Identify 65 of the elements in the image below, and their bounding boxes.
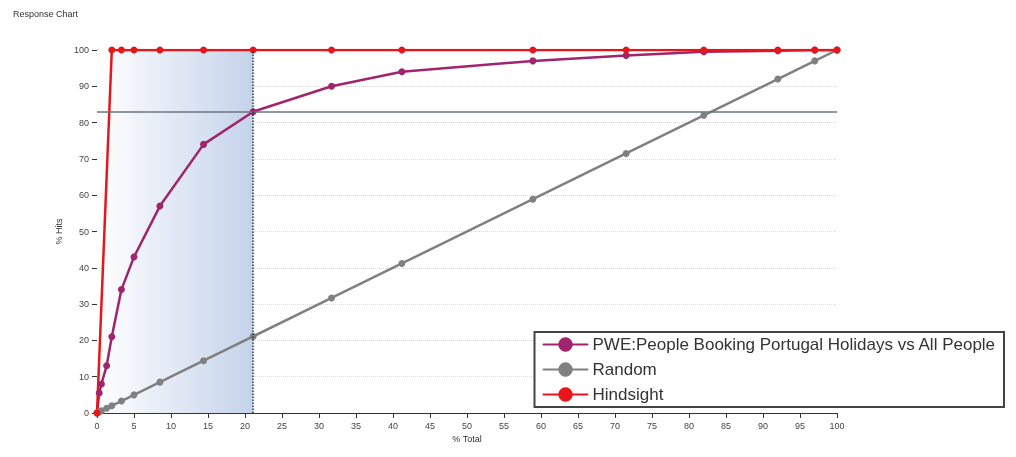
x-tick-label: 20 (239, 420, 251, 431)
x-tick-label: 70 (609, 420, 621, 431)
point (108, 333, 116, 341)
y-tick-label: 80 (78, 117, 89, 128)
legend-label: PWE:People Booking Portugal Holidays vs All People (592, 335, 996, 354)
x-tick-label: 100 (829, 420, 845, 431)
x-tick-label: 95 (794, 420, 806, 431)
point (97, 380, 105, 388)
point (117, 397, 125, 405)
x-tick-label: 10 (165, 420, 177, 431)
point (328, 82, 336, 90)
point (622, 149, 630, 157)
point (529, 195, 537, 203)
point (774, 75, 782, 83)
x-tick-label: 35 (350, 420, 362, 431)
chart-title: Response Chart (13, 8, 79, 19)
point (108, 402, 116, 410)
point (622, 51, 630, 59)
x-tick-label: 80 (683, 420, 695, 431)
x-axis-title: % Total (452, 434, 482, 445)
point (200, 46, 208, 54)
point (117, 286, 125, 294)
legend-label: Hindsight (592, 385, 664, 404)
y-tick-label: 40 (78, 262, 89, 273)
x-tick-label: 40 (387, 420, 399, 431)
point (328, 294, 336, 302)
x-tick-label: 50 (461, 420, 473, 431)
y-tick-label: 30 (78, 299, 89, 310)
point (156, 202, 164, 210)
y-tick-label: 60 (78, 190, 89, 201)
x-tick-label: 60 (535, 420, 547, 431)
y-axis-title: % Hits (53, 218, 64, 245)
point (95, 389, 103, 397)
point (328, 46, 336, 54)
y-tick-label: 90 (78, 81, 89, 92)
point (200, 357, 208, 365)
x-tick-label: 65 (572, 420, 584, 431)
x-tick-label: 90 (757, 420, 769, 431)
legend-label: Random (592, 360, 657, 379)
point (398, 68, 406, 76)
x-tick-label: 15 (202, 420, 214, 431)
point (103, 404, 111, 412)
point (130, 253, 138, 261)
x-tick-label: 0 (94, 420, 100, 431)
y-tick-label: 70 (78, 153, 89, 164)
x-tick-label: 5 (131, 420, 137, 431)
point (103, 362, 111, 370)
point (811, 57, 819, 65)
y-tick-label: 50 (78, 226, 89, 237)
x-tick-label: 30 (313, 420, 325, 431)
point (398, 259, 406, 267)
x-tick-label: 85 (720, 420, 732, 431)
x-tick-label: 45 (424, 420, 436, 431)
y-tick-label: 0 (83, 408, 89, 418)
y-tick-label: 10 (78, 371, 89, 382)
point (117, 46, 125, 54)
y-tick-label: 100 (73, 45, 89, 55)
x-tick-label: 25 (276, 420, 288, 431)
point (200, 140, 208, 148)
x-tick-label: 55 (498, 420, 510, 431)
x-tick-label: 75 (646, 420, 658, 431)
point (529, 57, 537, 65)
point (156, 378, 164, 386)
y-tick-label: 20 (78, 335, 89, 346)
point (108, 46, 116, 54)
